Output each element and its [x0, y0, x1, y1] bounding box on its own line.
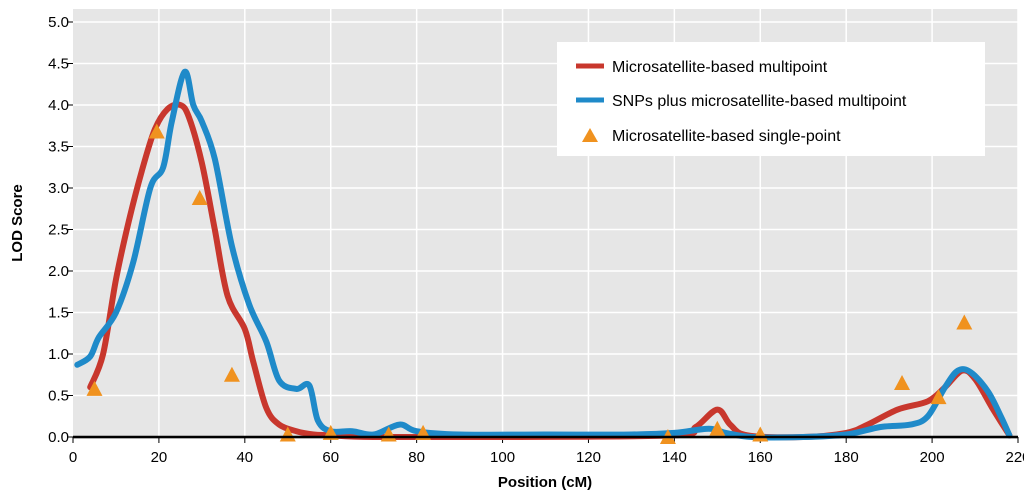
x-tick-label: 140 [662, 449, 687, 466]
x-tick-label: 180 [834, 449, 859, 466]
y-tick-label: 2.5 [48, 222, 69, 239]
y-tick-label: 3.0 [48, 180, 69, 197]
x-tick-label: 200 [920, 449, 945, 466]
x-tick-label: 60 [322, 449, 339, 466]
single-point-marker [894, 375, 911, 391]
x-tick-labels: 0 20 40 60 80 100 120 140 160 180 200 220 [69, 449, 1024, 466]
legend-box [557, 42, 985, 156]
x-axis-label: Position (cM) [498, 474, 592, 491]
single-point-marker [86, 380, 103, 396]
legend-marker-single-point [582, 128, 598, 142]
legend-label-snps-multipoint: SNPs plus microsatellite-based multipoin… [612, 93, 907, 110]
y-tick-label: 0.0 [48, 429, 69, 446]
legend: Microsatellite-based multipoint SNPs plu… [557, 42, 985, 156]
x-tick-label: 160 [748, 449, 773, 466]
single-point-marker [709, 420, 726, 436]
x-tick-label: 120 [576, 449, 601, 466]
y-tick-label: 0.5 [48, 388, 69, 405]
grid-layer [67, 9, 1019, 443]
y-tick-label: 2.0 [48, 263, 69, 280]
y-tick-label: 3.5 [48, 139, 69, 156]
y-tick-label: 5.0 [48, 14, 69, 31]
y-tick-label: 4.0 [48, 97, 69, 114]
y-tick-label: 1.0 [48, 346, 69, 363]
y-tick-label: 1.5 [48, 305, 69, 322]
single-point-marker [956, 314, 973, 330]
legend-label-microsatellite-multipoint: Microsatellite-based multipoint [612, 59, 828, 76]
y-axis-label: LOD Score [9, 184, 26, 262]
x-tick-label: 80 [408, 449, 425, 466]
x-tick-label: 40 [236, 449, 253, 466]
y-tick-labels: 0.0 0.5 1.0 1.5 2.0 2.5 3.0 3.5 4.0 4.5 5.0 [48, 14, 69, 446]
series-layer [74, 68, 1013, 444]
y-tick-label: 4.5 [48, 56, 69, 73]
x-tick-label: 20 [151, 449, 168, 466]
single-point-marker [148, 123, 165, 139]
x-tick-label: 220 [1005, 449, 1024, 466]
single-point-marker [223, 366, 240, 382]
single-point-marker [191, 189, 208, 205]
single-point-marker [930, 389, 947, 405]
snps-microsatellite-multipoint-line [74, 68, 1013, 441]
x-tick-label: 100 [490, 449, 515, 466]
legend-label-single-point: Microsatellite-based single-point [612, 128, 841, 145]
x-tick-label: 0 [69, 449, 77, 466]
